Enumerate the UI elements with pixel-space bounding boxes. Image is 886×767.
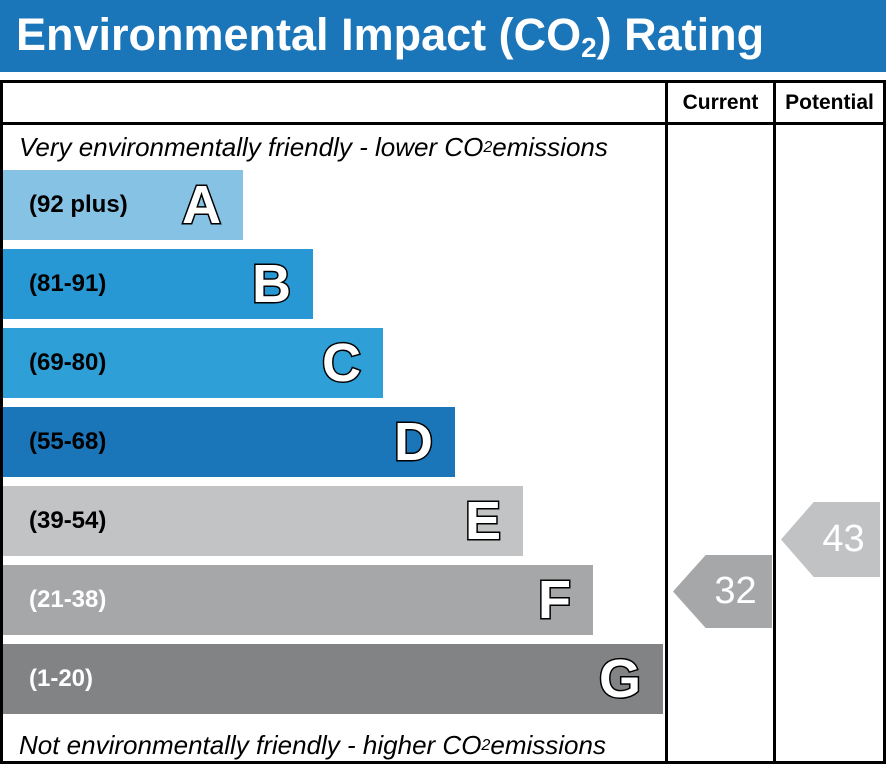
potential-column-header: Potential [785,90,874,114]
title-bar: Environmental Impact (CO2) Rating [0,0,886,72]
current-column-header: Current [682,90,759,114]
band-d-range-label: (55-68) [29,428,107,455]
band-c-range-label: (69-80) [29,349,107,376]
band-g-range-label: (1-20) [29,665,94,692]
page-title: Environmental Impact (CO2) Rating [16,9,764,64]
top-caption-suffix: emissions [492,132,608,162]
band-g-letter: G [597,649,642,709]
band-e-range-label: (39-54) [29,507,107,534]
top-caption-subscript: 2 [483,138,493,156]
band-b-bar: (81-91) B [3,249,313,319]
bottom-caption-text: Not environmentally friendly - higher CO [19,729,482,760]
band-b-range-label: (81-91) [29,270,107,297]
column-header-row: Current Potential [3,83,883,125]
potential-rating-value: 43 [822,518,865,560]
band-f-bar: (21-38) F [3,565,593,635]
band-a-bar: (92 plus) A [3,170,243,240]
title-subscript: 2 [581,31,597,63]
band-a-letter: A [181,175,223,235]
potential-rating-arrow: 43 [781,502,880,577]
band-d-letter: D [393,412,435,472]
title-text: Environmental Impact (CO [16,8,582,60]
top-caption: Very environmentally friendly - lower CO… [3,125,665,170]
bottom-caption-subscript: 2 [481,735,491,754]
band-g-bar: (1-20) G [3,644,663,714]
bottom-caption-suffix: emissions [490,729,606,760]
bands-column: Very environmentally friendly - lower CO… [3,125,665,767]
band-a-range-label: (92 plus) [29,191,128,218]
band-f-letter: F [537,570,573,630]
band-d-bar: (55-68) D [3,407,455,477]
band-c-bar: (69-80) C [3,328,383,398]
band-c-letter: C [321,333,363,393]
top-caption-text: Very environmentally friendly - lower CO [19,132,484,162]
current-rating-value: 32 [714,570,757,612]
band-f-range-label: (21-38) [29,586,107,613]
band-e-bar: (39-54) E [3,486,523,556]
bottom-caption: Not environmentally friendly - higher CO… [3,723,665,767]
column-divider [773,83,776,761]
column-divider [665,83,668,761]
current-rating-arrow: 32 [673,555,772,628]
rating-chart-frame: Current Potential Very environmentally f… [0,80,886,764]
band-e-letter: E [463,491,502,551]
title-suffix: ) Rating [596,8,765,60]
band-b-letter: B [251,254,293,314]
